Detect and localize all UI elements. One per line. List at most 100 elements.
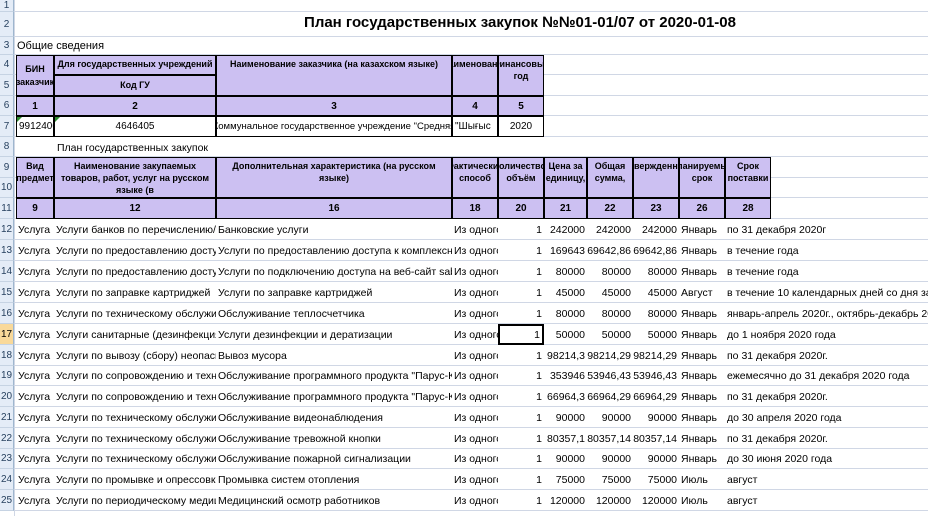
cell-qty[interactable]: 1 [536,432,542,445]
plan-num-name[interactable]: 12 [54,198,216,219]
plan-header-desc[interactable]: Дополнительная характеристика (на русско… [216,157,452,198]
row-header[interactable]: 15 [0,282,14,303]
cell-approved[interactable]: 80000 [647,307,677,320]
cell-desc[interactable]: Услуги дезинфекции и дератизации [218,328,393,341]
row-header[interactable]: 2 [0,12,14,37]
cell-type[interactable]: Услуга [18,349,51,362]
value-code-gu[interactable]: 4646405 [54,116,216,137]
cell-approved[interactable]: 90000 [647,453,677,465]
cell-price[interactable]: 50000 [555,328,585,341]
cell-approved[interactable]: 75000 [647,473,677,486]
cell-name[interactable]: Услуги по предоставлению доступа к [56,265,216,278]
row-header[interactable]: 5 [0,75,14,96]
cell-type[interactable]: Услуга [18,453,51,465]
cell-approved[interactable]: 66964,29 [633,390,677,403]
row-header[interactable]: 22 [0,428,14,449]
cell-total[interactable]: 242000 [595,223,631,236]
cell-total[interactable]: 169642,86 [587,244,631,257]
cell-approved[interactable]: 242000 [641,223,677,236]
cell-desc[interactable]: Услуги по заправке картриджей [218,286,373,299]
cell-qty[interactable]: 1 [498,324,544,345]
cell-qty[interactable]: 1 [536,307,542,320]
row-header[interactable]: 11 [0,198,14,219]
cell-term[interactable]: в течение года [727,244,799,257]
row-header[interactable]: 1 [0,0,14,12]
cell-price[interactable]: 353946 [549,370,585,382]
cell-total[interactable]: 75000 [601,473,631,486]
cell-type[interactable]: Услуга [18,328,51,341]
cell-name[interactable]: Услуги по техническому обслуживан [56,411,216,424]
plan-header-qty[interactable]: Количество, объём [498,157,544,198]
cell-term[interactable]: по 31 декабря 2020г [727,223,827,236]
value-bin[interactable]: 9912400 [16,116,54,137]
cell-qty[interactable]: 1 [536,223,542,236]
cell-approved[interactable]: 50000 [647,328,677,341]
general-num-3[interactable]: 3 [216,96,452,116]
cell-total[interactable]: 80000 [601,265,631,278]
row-header[interactable]: 18 [0,345,14,366]
cell-month[interactable]: Январь [681,328,717,341]
cell-total[interactable]: 120000 [595,494,631,507]
cell-name[interactable]: Услуги по сопровождению и техниче [56,390,216,403]
plan-num-desc[interactable]: 16 [216,198,452,219]
cell-term[interactable]: до 30 апреля 2020 года [727,411,842,424]
cell-approved[interactable]: 98214,29 [633,349,677,362]
row-header[interactable]: 24 [0,469,14,490]
row-header[interactable]: 13 [0,240,14,261]
cell-name[interactable]: Услуги по техническому обслуживан [56,453,216,465]
cell-total[interactable]: 98214,29 [587,349,631,362]
row-header[interactable]: 8 [0,137,14,157]
cell-method[interactable]: Из одного [454,244,498,257]
cell-desc[interactable]: Услуги по подключению доступа на веб-сай… [218,265,452,278]
row-header[interactable]: 6 [0,96,14,116]
cell-term[interactable]: август [727,494,758,507]
cell-approved[interactable]: 80357,14 [633,432,677,445]
plan-num-total[interactable]: 22 [587,198,633,219]
plan-num-term[interactable]: 28 [725,198,771,219]
cell-qty[interactable]: 1 [536,473,542,486]
cell-total[interactable]: 90000 [601,411,631,424]
cell-qty[interactable]: 1 [536,349,542,362]
row-header[interactable]: 25 [0,490,14,511]
cell-qty[interactable]: 1 [536,390,542,403]
cell-term[interactable]: до 1 ноября 2020 года [727,328,836,341]
row-header[interactable]: 10 [0,178,14,198]
cell-price[interactable]: 66964,3 [547,390,585,403]
cell-qty[interactable]: 1 [536,411,542,424]
cell-approved[interactable]: 120000 [641,494,677,507]
cell-name[interactable]: Услуги по сопровождению и техниче [56,370,216,382]
plan-header-month[interactable]: Планируемый срок [679,157,725,198]
cell-desc[interactable]: Обслуживание пожарной сигнализации [218,453,411,465]
cell-month[interactable]: Январь [681,370,717,382]
plan-header-total[interactable]: Общая сумма, [587,157,633,198]
cell-price[interactable]: 45000 [555,286,585,299]
row-header[interactable]: 20 [0,386,14,407]
cell-month[interactable]: Январь [681,390,717,403]
cell-desc[interactable]: Обслуживание тревожной кнопки [218,432,381,445]
cell-type[interactable]: Услуга [18,307,51,320]
cell-desc[interactable]: Обслуживание программного продукта "Пару… [218,370,452,382]
cell-name[interactable]: Услуги по промывке и опрессовке си [56,473,216,486]
cell-total[interactable]: 90000 [601,453,631,465]
cell-price[interactable]: 169643 [549,244,585,257]
cell-method[interactable]: Из одного [454,328,498,341]
cell-qty[interactable]: 1 [536,286,542,299]
cell-qty[interactable]: 1 [536,370,542,382]
cell-method[interactable]: Из одного [454,370,498,382]
cell-name[interactable]: Услуги по техническому обслуживан [56,307,216,320]
cell-method[interactable]: Из одного [454,349,498,362]
row-header[interactable]: 3 [0,37,14,55]
cell-term[interactable]: ежемесячно до 31 декабря 2020 года [727,370,910,382]
cell-term[interactable]: по 31 декабря 2020г. [727,349,828,362]
cell-approved[interactable]: 45000 [647,286,677,299]
plan-header-approved[interactable]: Утвержденная [633,157,679,198]
cell-method[interactable]: Из одного [454,411,498,424]
cell-method[interactable]: Из одного [454,223,498,236]
cell-month[interactable]: Январь [681,265,717,278]
plan-header-term[interactable]: Срок поставки [725,157,771,198]
cell-type[interactable]: Услуга [18,286,51,299]
cell-name[interactable]: Услуги по заправке картриджей [56,286,211,299]
plan-num-method[interactable]: 18 [452,198,498,219]
cell-name[interactable]: Услуги по вывозу (сбору) неопасных [56,349,216,362]
cell-month[interactable]: Январь [681,244,717,257]
